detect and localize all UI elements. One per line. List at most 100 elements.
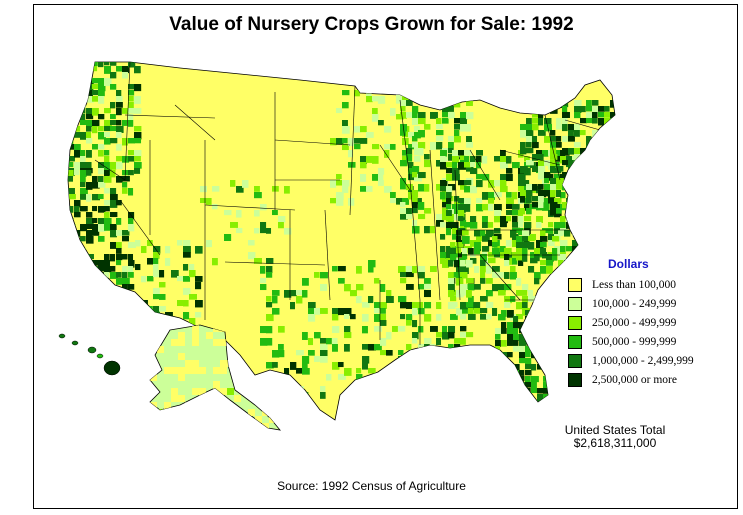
county-patch xyxy=(440,162,447,170)
county-patch xyxy=(98,218,106,226)
county-patch xyxy=(562,160,569,166)
county-patch xyxy=(574,172,581,178)
county-patch xyxy=(448,344,454,350)
county-patch xyxy=(550,208,558,216)
county-patch xyxy=(266,326,273,334)
county-patch xyxy=(412,338,418,344)
county-patch xyxy=(574,148,582,156)
county-patch xyxy=(150,423,157,430)
county-patch xyxy=(350,314,356,320)
county-patch xyxy=(488,180,495,188)
county-patch xyxy=(519,358,526,364)
county-patch xyxy=(128,170,134,176)
county-patch xyxy=(189,270,196,278)
county-patch xyxy=(506,204,514,210)
county-patch xyxy=(531,382,537,389)
county-patch xyxy=(537,316,543,324)
county-patch xyxy=(354,126,362,133)
county-patch xyxy=(302,368,310,375)
county-patch xyxy=(528,296,536,302)
county-patch xyxy=(482,204,490,211)
county-patch xyxy=(98,96,105,104)
county-patch xyxy=(510,272,517,280)
county-patch xyxy=(546,302,552,308)
county-patch xyxy=(452,162,458,169)
county-patch xyxy=(604,106,610,112)
county-patch xyxy=(342,120,348,127)
county-patch xyxy=(356,284,364,291)
county-patch xyxy=(446,162,454,168)
county-patch xyxy=(272,210,278,216)
county-patch xyxy=(92,144,98,150)
county-patch xyxy=(406,148,413,155)
legend-item: 1,000,000 - 2,499,999 xyxy=(568,353,694,369)
county-patch xyxy=(80,78,86,84)
county-patch xyxy=(185,360,192,367)
county-patch xyxy=(92,218,98,224)
county-patch xyxy=(74,266,82,274)
us-total-label: United States Total xyxy=(564,423,666,437)
county-patch xyxy=(80,248,86,254)
county-patch xyxy=(366,96,373,103)
county-patch xyxy=(460,326,467,332)
county-patch xyxy=(470,258,477,264)
county-patch xyxy=(488,198,495,204)
county-patch xyxy=(248,252,256,260)
county-patch xyxy=(260,326,268,334)
county-patch xyxy=(68,206,74,213)
county-patch xyxy=(360,156,367,164)
county-patch xyxy=(80,176,86,183)
county-patch xyxy=(568,160,574,167)
county-patch xyxy=(342,138,348,144)
legend-item: Less than 100,000 xyxy=(568,277,676,293)
county-patch xyxy=(610,148,615,154)
county-patch xyxy=(122,156,130,163)
county-patch xyxy=(350,290,357,297)
county-patch xyxy=(372,174,379,181)
county-patch xyxy=(488,204,494,212)
county-patch xyxy=(424,154,430,160)
county-patch xyxy=(418,214,426,220)
county-patch xyxy=(68,284,74,290)
county-patch xyxy=(68,188,75,196)
county-patch xyxy=(104,200,111,206)
county-patch xyxy=(456,230,464,236)
county-patch xyxy=(122,182,128,188)
county-patch xyxy=(86,194,92,202)
county-patch xyxy=(538,112,544,119)
county-patch xyxy=(213,423,220,430)
county-patch xyxy=(116,156,123,162)
county-patch xyxy=(546,296,552,303)
county-patch xyxy=(372,108,378,116)
county-patch xyxy=(507,322,514,329)
county-patch xyxy=(80,132,87,140)
county-patch xyxy=(92,66,98,72)
county-patch xyxy=(255,381,262,388)
county-patch xyxy=(342,102,349,109)
county-patch xyxy=(380,302,387,309)
county-patch xyxy=(480,230,486,236)
county-patch xyxy=(68,194,76,200)
county-patch xyxy=(462,236,470,244)
county-patch xyxy=(526,106,534,114)
county-patch xyxy=(418,148,424,156)
county-patch xyxy=(610,172,615,180)
county-patch xyxy=(332,308,339,316)
county-patch xyxy=(192,409,199,416)
county-patch xyxy=(276,381,280,388)
county-patch xyxy=(520,148,527,155)
county-patch xyxy=(488,192,495,200)
state-boundary xyxy=(174,104,216,141)
county-patch xyxy=(374,302,380,310)
county-patch xyxy=(524,156,530,162)
county-patch xyxy=(342,144,349,151)
county-patch xyxy=(466,142,474,148)
county-patch xyxy=(556,178,564,186)
county-patch xyxy=(495,376,501,382)
county-patch xyxy=(110,162,117,170)
county-patch xyxy=(474,230,481,237)
county-patch xyxy=(272,296,278,304)
county-patch xyxy=(558,290,565,298)
county-patch xyxy=(68,176,74,182)
county-patch xyxy=(153,288,160,295)
